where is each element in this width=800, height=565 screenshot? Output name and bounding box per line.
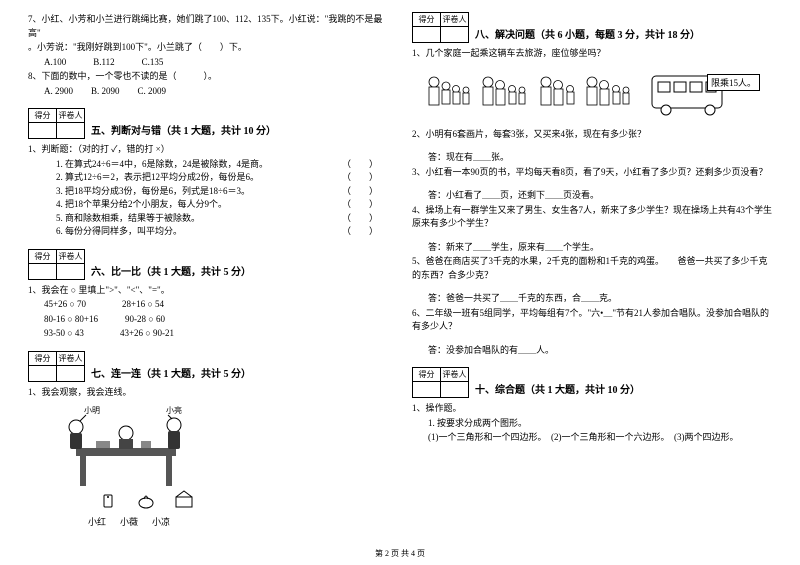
judge-paren: （ ）: [342, 185, 378, 199]
label-bot-2: 小薇: [120, 515, 138, 528]
left-column: 7、小红、小芳和小兰进行跳绳比赛，她们跳了100、112、135下。小红说："我…: [28, 12, 388, 532]
sec7-bottom-labels: 小红 小薇 小凉: [88, 515, 388, 528]
judge-paren: （ ）: [342, 212, 378, 226]
sec7-lead: 1、我会观察，我会连线。: [28, 386, 388, 400]
label-bot-3: 小凉: [152, 515, 170, 528]
grader-label: 评卷人: [57, 351, 85, 365]
q7-options: A.100 B.112 C.135: [28, 56, 388, 70]
score-cell: [413, 382, 441, 398]
sec8-a6: 答：没参加合唱队的有＿＿人。: [412, 344, 772, 358]
sec6-row3: 93-50 ○ 43 43+26 ○ 90-21: [28, 327, 388, 341]
grader-label: 评卷人: [441, 13, 469, 27]
judge-text: 3. 把18平均分成3份，每份是6，列式是18÷6＝3。: [56, 185, 250, 199]
sec8-q1: 1、几个家庭一起乘这辆车去旅游，座位够坐吗？: [412, 47, 772, 61]
section6-title: 六、比一比（共 1 大题，共计 5 分）: [85, 263, 251, 280]
score-table: 得分评卷人: [28, 249, 85, 280]
label-top-left: 小明: [84, 406, 100, 415]
sec10-parts: (1)一个三角形和一个四边形。 (2)一个三角形和一个六边形。 (3)两个四边形…: [412, 431, 772, 445]
cmp-left: 80-16 ○ 80+16: [44, 314, 98, 324]
score-cell: [29, 263, 57, 279]
q7-line2: 。小芳说："我刚好跳到100下"。小兰跳了（ ）下。: [28, 41, 388, 55]
sec8-a5: 答：爸爸一共买了＿＿千克的东西，合＿＿克。: [412, 292, 772, 306]
sec5-item3: 3. 把18平均分成3份，每份是6，列式是18÷6＝3。 （ ）: [28, 185, 388, 199]
judge-text: 1. 在算式24÷6＝4中，6是除数，24是被除数，4是商。: [56, 158, 268, 172]
sec5-item2: 2. 算式12÷6＝2，表示把12平均分成2份，每份是6。 （ ）: [28, 171, 388, 185]
grader-cell: [57, 123, 85, 139]
score-cell: [29, 123, 57, 139]
section6-header: 得分评卷人 六、比一比（共 1 大题，共计 5 分）: [28, 249, 388, 280]
score-table: 得分评卷人: [412, 12, 469, 43]
section8-title: 八、解决问题（共 6 小题，每题 3 分，共计 18 分）: [469, 26, 700, 43]
section7-title: 七、连一连（共 1 大题，共计 5 分）: [85, 365, 251, 382]
sec8-a4: 答：新来了＿＿学生，原来有＿＿个学生。: [412, 241, 772, 255]
sec5-item5: 5. 商和除数相乘，结果等于被除数。 （ ）: [28, 212, 388, 226]
score-table: 得分评卷人: [28, 108, 85, 139]
label-top-right: 小亮: [166, 405, 182, 415]
score-label: 得分: [29, 109, 57, 123]
sec10-lead: 1、操作题。: [412, 402, 772, 416]
sec8-q4: 4、操场上有一群学生又来了男生、女生各7人，新来了多少学生？现在操场上共有43个…: [412, 204, 772, 231]
grader-cell: [57, 263, 85, 279]
grader-cell: [57, 365, 85, 381]
section10-title: 十、综合题（共 1 大题，共计 10 分）: [469, 381, 640, 398]
kids-illustration: 小明 小亮: [56, 403, 226, 513]
sec5-item1: 1. 在算式24÷6＝4中，6是除数，24是被除数，4是商。 （ ）: [28, 158, 388, 172]
section5-header: 得分评卷人 五、判断对与错（共 1 大题，共计 10 分）: [28, 108, 388, 139]
sec8-q3: 3、小红看一本90页的书，平均每天看8页，看了9天，小红看了多少页？还剩多少页没…: [412, 166, 772, 180]
cmp-right: 90-28 ○ 60: [125, 314, 165, 324]
score-label: 得分: [413, 13, 441, 27]
score-table: 得分评卷人: [28, 351, 85, 382]
judge-paren: （ ）: [342, 171, 378, 185]
sec8-q6: 6、二年级一班有5组同学，平均每组有7个。"六•＿"节有21人参加合唱队。没参加…: [412, 307, 772, 334]
judge-text: 5. 商和除数相乘，结果等于被除数。: [56, 212, 200, 226]
sec10-sub: 1. 按要求分成两个图形。: [412, 417, 772, 431]
grader-cell: [441, 382, 469, 398]
q8-line1: 8、下面的数中，一个零也不读的是（ ）。: [28, 70, 388, 84]
score-cell: [29, 365, 57, 381]
score-table: 得分评卷人: [412, 367, 469, 398]
page-columns: 7、小红、小芳和小兰进行跳绳比赛，她们跳了100、112、135下。小红说："我…: [28, 12, 772, 532]
judge-paren: （ ）: [342, 225, 378, 239]
sec5-lead: 1、判断题：（对的打 ✓，错的打 ×）: [28, 143, 388, 157]
sec8-a2: 答：现在有＿＿张。: [412, 151, 772, 165]
score-cell: [413, 27, 441, 43]
sec6-lead: 1、我会在 ○ 里填上">"、"<"、"="。: [28, 284, 388, 298]
judge-text: 4. 把18个苹果分给2个小朋友，每人分9个。: [56, 198, 227, 212]
score-label: 得分: [413, 368, 441, 382]
judge-text: 6. 每份分得同样多，叫平均分。: [56, 225, 182, 239]
section8-header: 得分评卷人 八、解决问题（共 6 小题，每题 3 分，共计 18 分）: [412, 12, 772, 43]
right-column: 得分评卷人 八、解决问题（共 6 小题，每题 3 分，共计 18 分） 1、几个…: [412, 12, 772, 532]
bus-illustration: 限乘15人。: [422, 64, 762, 124]
sec5-item4: 4. 把18个苹果分给2个小朋友，每人分9个。 （ ）: [28, 198, 388, 212]
cmp-left: 93-50 ○ 43: [44, 328, 84, 338]
judge-paren: （ ）: [342, 198, 378, 212]
judge-paren: （ ）: [342, 158, 378, 172]
bus-limit-label: 限乘15人。: [707, 74, 760, 91]
grader-label: 评卷人: [441, 368, 469, 382]
sec8-q5: 5、爸爸在商店买了3千克的水果，2千克的面粉和1千克的鸡蛋。 爸爸一共买了多少千…: [412, 255, 772, 282]
score-label: 得分: [29, 249, 57, 263]
section10-header: 得分评卷人 十、综合题（共 1 大题，共计 10 分）: [412, 367, 772, 398]
section7-header: 得分评卷人 七、连一连（共 1 大题，共计 5 分）: [28, 351, 388, 382]
grader-cell: [441, 27, 469, 43]
cmp-right: 28+16 ○ 54: [122, 299, 164, 309]
judge-text: 2. 算式12÷6＝2，表示把12平均分成2份，每份是6。: [56, 171, 259, 185]
q8-options: A. 2900 B. 2090 C. 2009: [28, 85, 388, 99]
score-label: 得分: [29, 351, 57, 365]
grader-label: 评卷人: [57, 249, 85, 263]
sec6-row1: 45+26 ○ 70 28+16 ○ 54: [28, 298, 388, 312]
page-footer: 第 2 页 共 4 页: [0, 548, 800, 559]
q7-line1: 7、小红、小芳和小兰进行跳绳比赛，她们跳了100、112、135下。小红说："我…: [28, 13, 388, 40]
sec6-row2: 80-16 ○ 80+16 90-28 ○ 60: [28, 313, 388, 327]
grader-label: 评卷人: [57, 109, 85, 123]
sec8-q2: 2、小明有6套画片，每套3张，又买来4张，现在有多少张？: [412, 128, 772, 142]
label-bot-1: 小红: [88, 515, 106, 528]
sec8-a3: 答：小红看了＿＿页，还剩下＿＿页没看。: [412, 189, 772, 203]
sec5-item6: 6. 每份分得同样多，叫平均分。 （ ）: [28, 225, 388, 239]
cmp-right: 43+26 ○ 90-21: [120, 328, 174, 338]
section5-title: 五、判断对与错（共 1 大题，共计 10 分）: [85, 122, 276, 139]
cmp-left: 45+26 ○ 70: [44, 299, 86, 309]
